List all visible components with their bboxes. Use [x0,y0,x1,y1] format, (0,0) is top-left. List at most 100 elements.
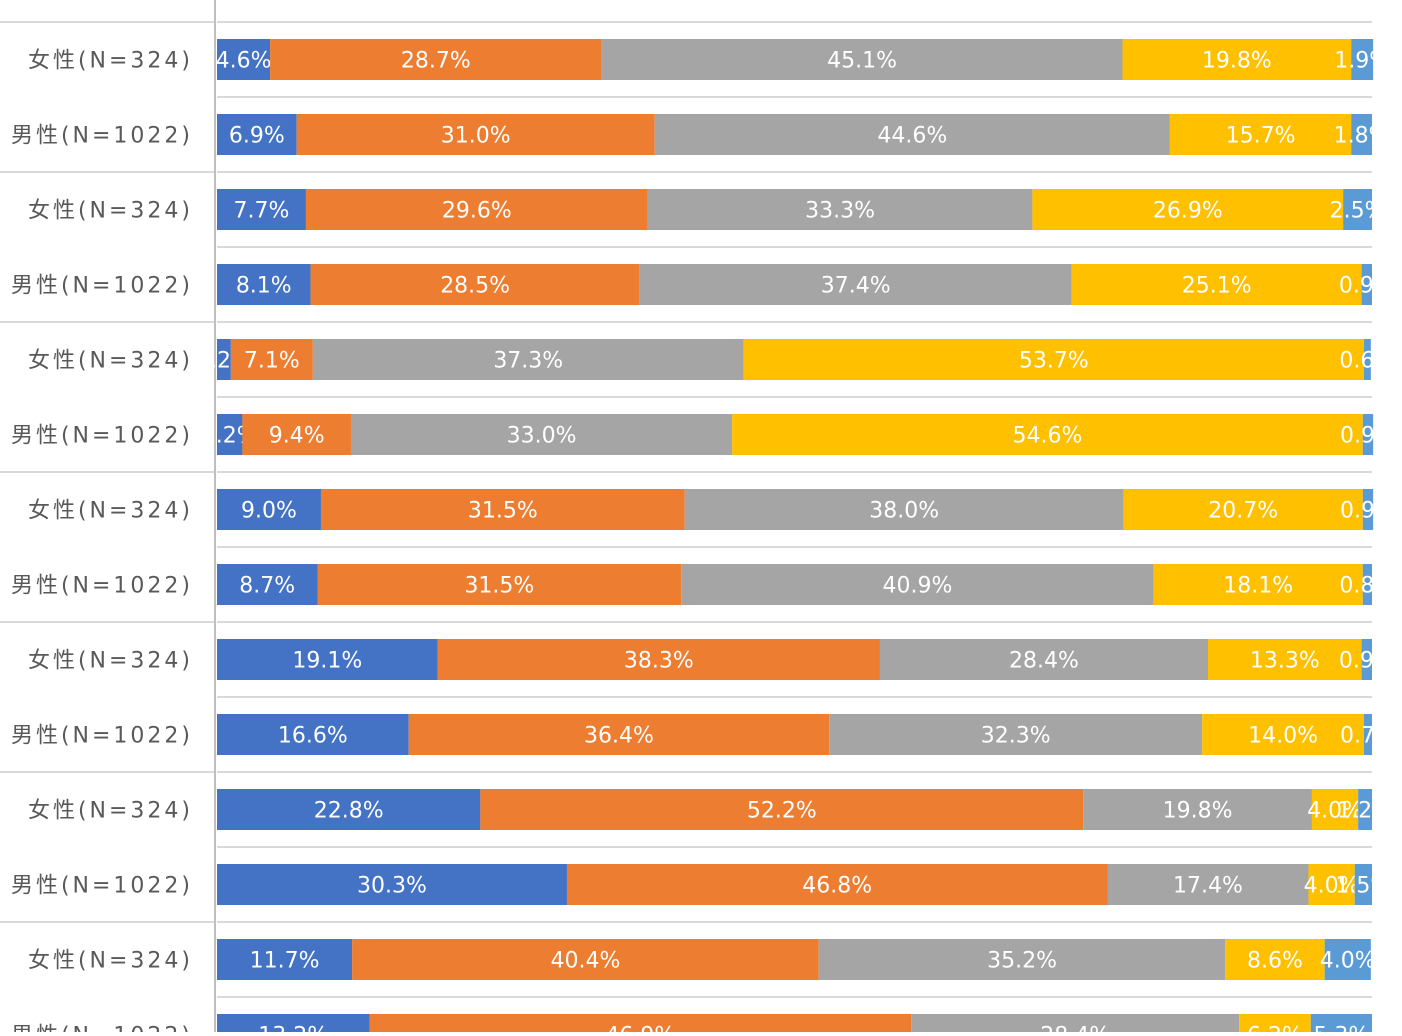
data-label: 1.9% [1334,49,1390,74]
bar-segment [217,114,297,155]
bar-segment [1225,939,1325,980]
data-label: 8.6% [1247,949,1303,974]
bar-segment [408,714,830,755]
bar-segment [1361,264,1372,305]
data-label: 37.3% [493,349,563,374]
data-label: 33.3% [805,199,875,224]
category-label: 女性(N=324) [28,949,193,974]
bar-segment [296,114,655,155]
bar-segment [320,489,685,530]
data-label: 11.7% [250,949,320,974]
bar-segment [437,639,880,680]
data-label: 0.9% [1339,274,1395,299]
bar-segment [270,39,602,80]
bar-segment [217,189,306,230]
bar-segment [1032,189,1344,230]
category-label: 男性(N=1022) [11,574,193,599]
bar-segment [230,339,313,380]
data-label: 35.2% [987,949,1057,974]
bar-segment [1207,639,1362,680]
data-label: 9.4% [269,424,325,449]
data-label: 0.9% [1339,649,1395,674]
bar-segment [217,714,409,755]
category-label: 男性(N=1022) [11,1024,193,1033]
bar-segment [1324,939,1371,980]
bar-segment [217,1014,370,1036]
data-label: 46.9% [605,1024,675,1033]
data-label: 0.6% [1339,349,1395,374]
data-label: 9.0% [241,499,297,524]
data-label: 33.0% [507,424,577,449]
data-label: 4.0% [1304,874,1360,899]
data-label: 37.4% [821,274,891,299]
bar-segment [1169,114,1352,155]
bar-segment [1351,114,1372,155]
bar-segment [217,39,271,80]
data-label: 31.5% [464,574,534,599]
bar-segment [217,414,243,455]
data-label: 8.7% [239,574,295,599]
data-label: 0.9% [1340,499,1396,524]
data-label: 1.5% [1335,874,1391,899]
category-label: 女性(N=324) [28,499,193,524]
bar-segment [217,339,231,380]
bar-segment [1071,264,1362,305]
bar-segment [1310,1014,1372,1036]
data-label: 19.1% [292,649,362,674]
bar-segment [217,864,567,905]
data-label: 31.0% [441,124,511,149]
bar-segment [654,114,1170,155]
bar-segment [305,189,648,230]
data-label: 20.7% [1208,499,1278,524]
bar-segment [217,489,321,530]
bar-segment [1343,189,1372,230]
category-label: 女性(N=324) [28,799,193,824]
bar-segment [369,1014,912,1036]
bar-segment [1361,639,1372,680]
bar-segment [1122,39,1352,80]
bar-segment [566,864,1108,905]
data-label: 2.5% [1330,199,1386,224]
data-label: 45.1% [827,49,897,74]
data-label: 0.7% [1340,724,1396,749]
bar-segment [242,414,351,455]
bar-segment [217,639,438,680]
bar-segment [350,414,733,455]
bar-segment [1153,564,1363,605]
data-label: 17.4% [1173,874,1243,899]
data-label: 19.8% [1202,49,1272,74]
category-label: 女性(N=324) [28,49,193,74]
category-label: 女性(N=324) [28,649,193,674]
bar-segment [1107,864,1309,905]
data-label: 28.4% [1009,649,1079,674]
data-label: 40.9% [883,574,953,599]
data-label: 18.1% [1223,574,1293,599]
data-label: 31.5% [468,499,538,524]
category-label: 男性(N=1022) [11,424,193,449]
category-label: 女性(N=324) [28,349,193,374]
data-label: 0.9% [1340,424,1396,449]
bar-segment [647,189,1033,230]
data-label: 30.3% [357,874,427,899]
data-label: 5.3% [1313,1024,1369,1033]
bar-segment [879,639,1208,680]
bar-segment [684,489,1124,530]
data-label: 8.1% [236,274,292,299]
data-label: 19.8% [1163,799,1233,824]
bar-segment [732,414,1363,455]
data-label: 6.2% [1247,1024,1303,1033]
bar-segment [681,564,1154,605]
data-label: 16.6% [278,724,348,749]
data-label: 32.3% [981,724,1051,749]
data-label: 53.7% [1019,349,1089,374]
bar-segment [217,939,353,980]
data-label: 22.8% [314,799,384,824]
bar-segment [743,339,1364,380]
bar-segment [1239,1014,1311,1036]
data-label: 6.9% [229,124,285,149]
bar-segment [1362,564,1372,605]
data-label: 29.6% [442,199,512,224]
data-label: 13.2% [258,1024,328,1033]
bar-segment [1351,39,1374,80]
